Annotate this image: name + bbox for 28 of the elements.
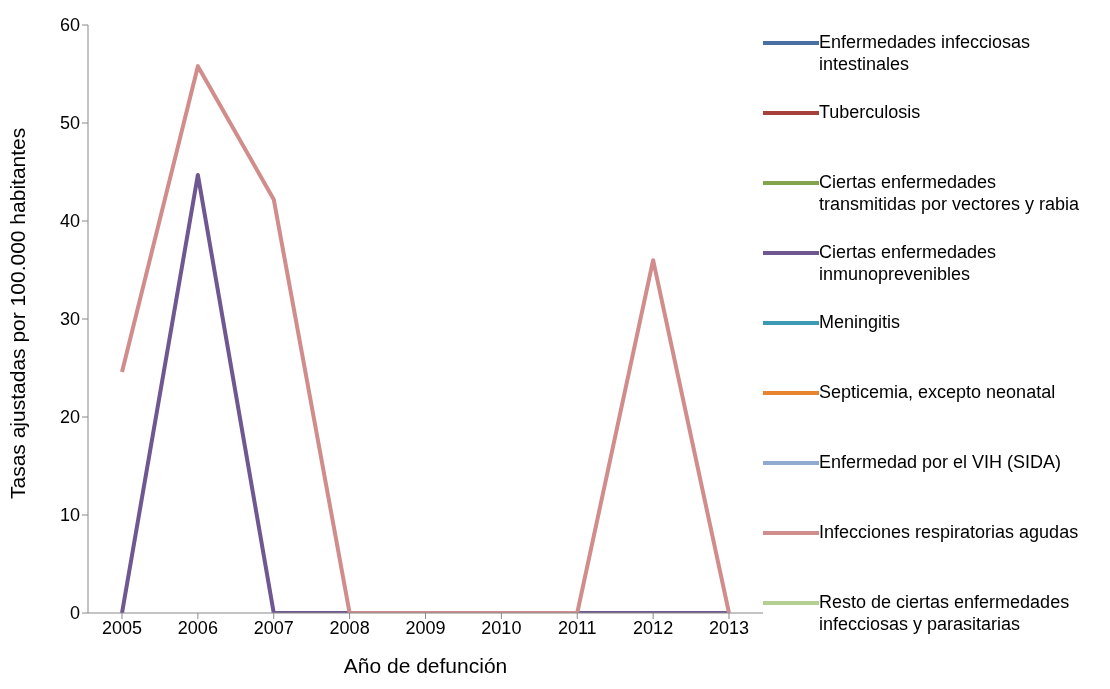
x-tick-label: 2008: [329, 617, 370, 638]
x-tick-label: 2011: [557, 617, 597, 638]
x-tick-label: 2006: [177, 617, 218, 638]
x-tick-label: 2010: [481, 617, 522, 638]
legend-label: Ciertas enfermedades inmunoprevenibles: [819, 240, 998, 285]
legend-label: Meningitis: [819, 310, 901, 333]
legend-label: Resto de ciertas enfermedades infecciosas y parasitarias: [819, 590, 1071, 635]
y-tick-label: 0: [69, 603, 80, 624]
x-tick-label: 2007: [253, 617, 294, 638]
y-tick-label: 40: [59, 211, 80, 232]
legend-label: Ciertas enfermedades transmitidas por vectores y rabia: [819, 170, 1081, 215]
legend-label: Enfermedad por el VIH (SIDA): [819, 450, 1062, 473]
y-tick-label: 30: [59, 309, 80, 330]
x-tick-label: 2005: [101, 617, 143, 638]
legend-label: Septicemia, excepto neonatal: [819, 380, 1056, 403]
x-tick-label: 2009: [405, 617, 446, 638]
y-tick-label: 10: [59, 505, 80, 526]
line-series: [120, 64, 731, 613]
x-tick-label: 2013: [708, 617, 750, 638]
y-axis-title: Tasas ajustadas por 100.000 habitantes: [6, 127, 30, 499]
x-tick-label: 2012: [633, 617, 674, 638]
y-tick-label: 50: [59, 113, 80, 134]
legend-label: Tuberculosis: [819, 100, 921, 123]
legend-label: Infecciones respiratorias agudas: [819, 520, 1079, 543]
y-tick-label: 60: [59, 15, 80, 36]
legend-label: Enfermedades infecciosas intestinales: [819, 30, 1032, 75]
y-tick-label: 20: [59, 407, 80, 428]
x-axis-title: Año de defunción: [343, 654, 508, 677]
